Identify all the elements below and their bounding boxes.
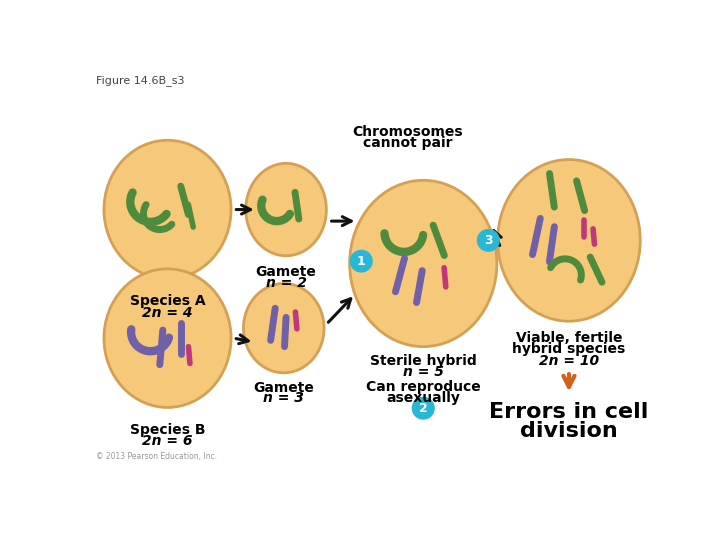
Text: 2n = 4: 2n = 4 — [143, 306, 193, 320]
Text: 2n = 6: 2n = 6 — [143, 434, 193, 448]
Text: 2n = 10: 2n = 10 — [539, 354, 599, 368]
Text: Species A: Species A — [130, 294, 205, 308]
Circle shape — [351, 251, 372, 272]
Text: 1: 1 — [357, 255, 366, 268]
Text: 3: 3 — [484, 234, 492, 247]
Text: n = 2: n = 2 — [266, 276, 307, 290]
Text: n = 5: n = 5 — [402, 365, 444, 379]
Text: Gamete: Gamete — [253, 381, 314, 395]
Text: 2: 2 — [419, 402, 428, 415]
Text: Gamete: Gamete — [256, 265, 317, 279]
Text: hybrid species: hybrid species — [513, 342, 626, 356]
Text: Sterile hybrid: Sterile hybrid — [370, 354, 477, 368]
Ellipse shape — [243, 284, 324, 373]
Text: © 2013 Pearson Education, Inc.: © 2013 Pearson Education, Inc. — [96, 452, 217, 461]
Text: Can reproduce: Can reproduce — [366, 381, 481, 395]
Text: Errors in cell: Errors in cell — [490, 402, 649, 422]
Ellipse shape — [498, 159, 640, 321]
Circle shape — [477, 230, 499, 251]
Text: Figure 14.6B_s3: Figure 14.6B_s3 — [96, 76, 185, 86]
Ellipse shape — [246, 164, 326, 256]
Text: cannot pair: cannot pair — [363, 137, 452, 151]
Text: Viable, fertile: Viable, fertile — [516, 331, 622, 345]
Ellipse shape — [350, 180, 497, 347]
Ellipse shape — [104, 140, 231, 279]
Circle shape — [413, 397, 434, 419]
Text: n = 3: n = 3 — [264, 392, 304, 406]
Text: asexually: asexually — [387, 392, 460, 406]
Text: division: division — [520, 421, 618, 441]
Text: Species B: Species B — [130, 423, 205, 437]
Text: Chromosomes: Chromosomes — [352, 125, 463, 139]
Ellipse shape — [104, 269, 231, 408]
